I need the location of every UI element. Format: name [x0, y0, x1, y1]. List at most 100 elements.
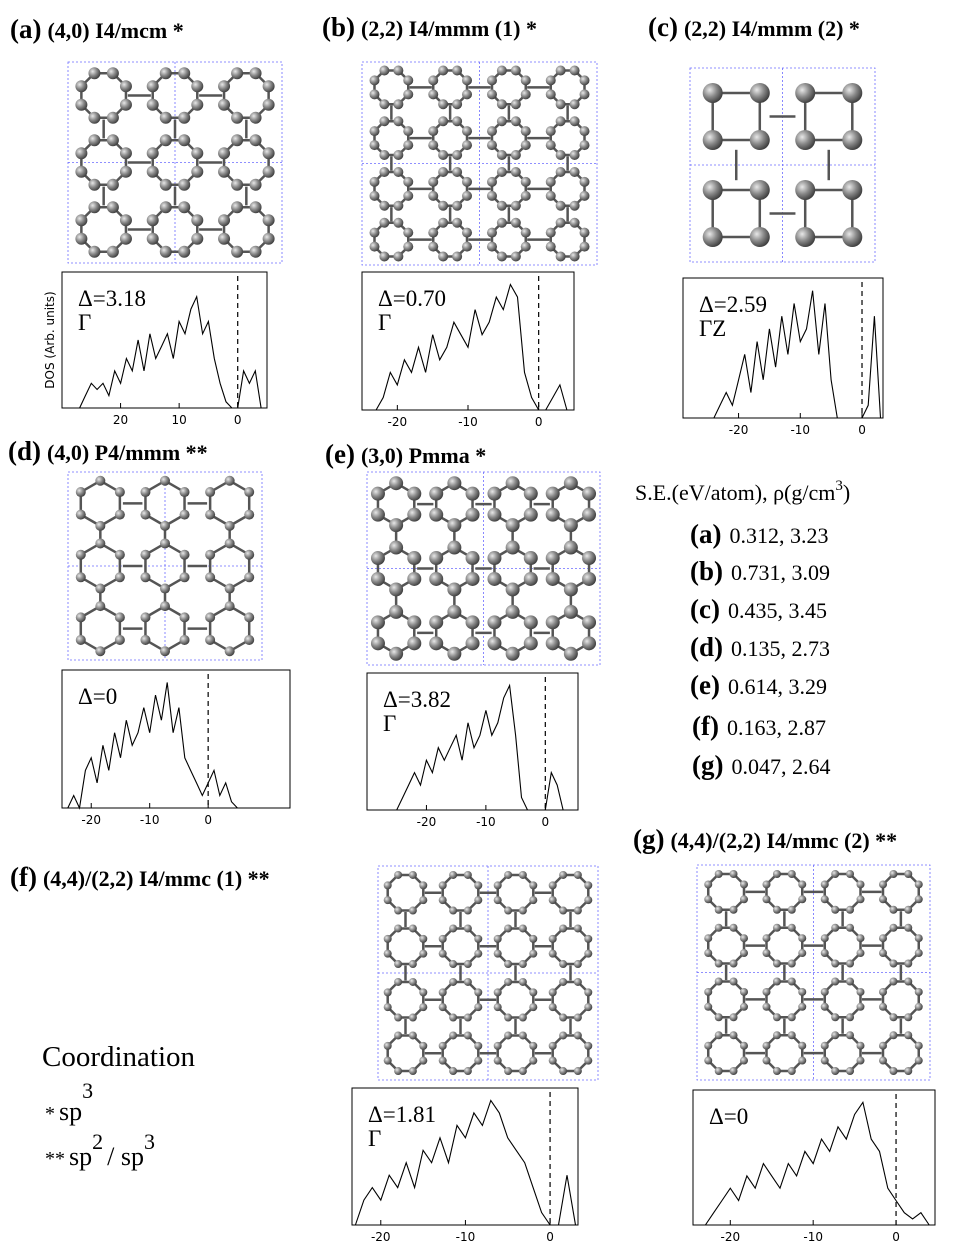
- atom: [464, 907, 472, 915]
- atom: [160, 646, 170, 656]
- atom: [519, 1014, 527, 1022]
- atom: [529, 950, 537, 958]
- atom: [915, 1042, 923, 1050]
- row-label: (g): [692, 750, 723, 780]
- band-gap: Δ=3.82: [383, 687, 451, 712]
- atom: [546, 615, 560, 629]
- atom: [371, 551, 385, 565]
- atom: [409, 1014, 417, 1022]
- atom: [371, 487, 385, 501]
- atom: [740, 934, 748, 942]
- atom: [504, 960, 512, 968]
- atom: [795, 83, 815, 103]
- atom: [429, 551, 443, 565]
- atom: [191, 147, 203, 159]
- x-tick-label: 0: [535, 415, 543, 429]
- atom: [846, 1013, 854, 1021]
- atom: [379, 201, 389, 211]
- atom: [180, 612, 190, 622]
- atom: [821, 934, 829, 942]
- atom: [379, 252, 389, 262]
- atom: [394, 1031, 402, 1039]
- atom: [580, 242, 590, 252]
- panel-label: (a): [10, 14, 41, 44]
- atom: [371, 508, 385, 522]
- atom: [115, 487, 125, 497]
- atom: [439, 1042, 447, 1050]
- atom: [407, 508, 421, 522]
- atom: [369, 89, 379, 99]
- atom: [393, 252, 403, 262]
- atom: [519, 907, 527, 915]
- atom: [407, 572, 421, 586]
- atom: [730, 977, 738, 985]
- atom: [821, 1057, 829, 1065]
- atom: [464, 871, 472, 879]
- atom: [452, 116, 462, 126]
- atom: [529, 1042, 537, 1050]
- atom: [384, 1003, 392, 1011]
- atom: [439, 950, 447, 958]
- atom: [798, 895, 806, 903]
- atom: [574, 907, 582, 915]
- atom: [504, 924, 512, 932]
- atom: [831, 1013, 839, 1021]
- atom: [474, 988, 482, 996]
- band-gap: Δ=0: [709, 1104, 748, 1129]
- band-gap: Δ=0: [78, 684, 117, 709]
- atom: [191, 233, 203, 245]
- bond-ring: [825, 874, 861, 910]
- atom: [584, 896, 592, 904]
- atom: [504, 1014, 512, 1022]
- atom: [439, 988, 447, 996]
- table-row: (f)0.163, 2.87: [692, 711, 826, 741]
- x-tick-label: 0: [541, 815, 549, 829]
- atom: [409, 924, 417, 932]
- atom: [75, 166, 87, 178]
- atom: [564, 476, 578, 490]
- atom: [191, 99, 203, 111]
- atom: [394, 924, 402, 932]
- coordination-line: **sp2/ sp3: [45, 1129, 155, 1171]
- atom: [497, 150, 507, 160]
- bond-ring: [210, 481, 249, 526]
- atom: [788, 924, 796, 932]
- atom: [715, 1013, 723, 1021]
- atom: [419, 1042, 427, 1050]
- atom: [160, 246, 172, 258]
- bond-ring: [210, 606, 249, 651]
- atom: [584, 935, 592, 943]
- atom: [250, 67, 262, 79]
- k-point: Γ: [368, 1126, 381, 1151]
- atom: [524, 508, 538, 522]
- atom: [369, 140, 379, 150]
- atom: [452, 218, 462, 228]
- atom: [497, 99, 507, 109]
- atom: [379, 116, 389, 126]
- atom: [556, 99, 566, 109]
- atom: [795, 227, 815, 247]
- atom: [559, 1067, 567, 1075]
- atom: [389, 476, 403, 490]
- k-point: Γ: [378, 310, 391, 335]
- atom: [730, 1067, 738, 1075]
- bond-ring: [443, 1035, 479, 1071]
- atom: [762, 949, 770, 957]
- atom: [846, 977, 854, 985]
- atom: [511, 99, 521, 109]
- atom: [584, 1003, 592, 1011]
- atom: [147, 147, 159, 159]
- atom: [263, 166, 275, 178]
- panel-label: (c): [648, 12, 678, 42]
- x-tick-label: -10: [458, 415, 478, 429]
- atom: [494, 1042, 502, 1050]
- panel-title-text: (4,4)/(2,2) I4/mmc (2) **: [670, 828, 897, 853]
- atom: [115, 612, 125, 622]
- bond-ring: [81, 73, 126, 118]
- atom: [452, 252, 462, 262]
- atom: [521, 191, 531, 201]
- atom: [107, 179, 119, 191]
- atom: [403, 242, 413, 252]
- atom: [519, 1031, 527, 1039]
- atom: [462, 191, 472, 201]
